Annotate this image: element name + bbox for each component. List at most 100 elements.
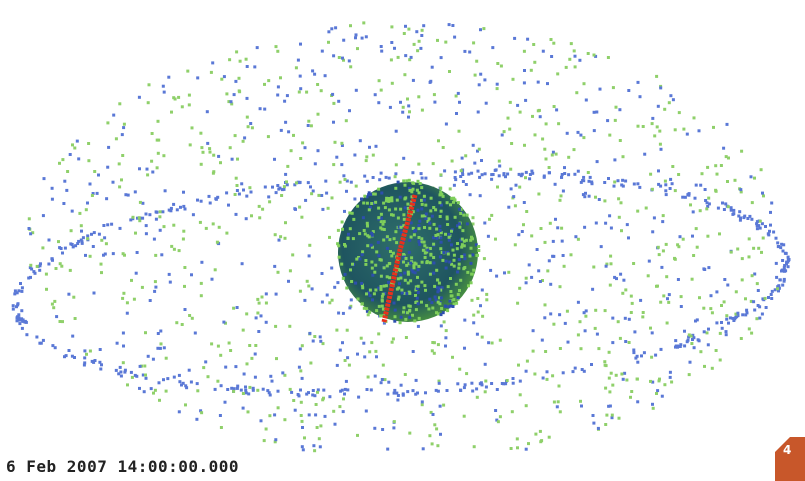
debris-dot <box>361 253 364 256</box>
debris-dot <box>525 281 528 284</box>
debris-dot <box>699 209 702 212</box>
debris-dot <box>326 294 329 297</box>
debris-dot <box>715 321 718 324</box>
debris-dot <box>374 289 377 292</box>
debris-dot <box>377 241 380 244</box>
debris-dot <box>397 56 400 59</box>
debris-dot <box>674 189 677 192</box>
debris-dot <box>433 423 436 426</box>
debris-dot <box>752 300 755 303</box>
debris-dot <box>753 273 756 276</box>
debris-dot <box>624 288 627 291</box>
debris-dot <box>375 355 378 358</box>
debris-dot <box>330 27 333 30</box>
debris-dot <box>105 242 108 245</box>
debris-dot <box>387 281 390 284</box>
debris-dot <box>284 237 287 240</box>
debris-dot <box>51 303 54 306</box>
debris-dot <box>228 342 231 345</box>
debris-dot <box>275 45 278 48</box>
debris-dot <box>392 337 395 340</box>
debris-dot <box>723 208 726 211</box>
debris-dot <box>85 353 88 356</box>
debris-dot <box>285 180 288 183</box>
debris-dot <box>623 372 626 375</box>
debris-dot <box>418 243 421 246</box>
debris-dot <box>636 182 639 185</box>
debris-dot <box>415 308 418 311</box>
debris-dot <box>106 121 109 124</box>
debris-dot <box>417 95 420 98</box>
debris-dot <box>461 157 464 160</box>
debris-dot <box>440 210 443 213</box>
debris-dot <box>370 388 373 391</box>
debris-dot <box>402 106 405 109</box>
debris-dot <box>679 235 682 238</box>
debris-dot <box>523 81 526 84</box>
debris-dot <box>298 394 301 397</box>
debris-dot <box>383 285 386 288</box>
debris-dot <box>220 426 223 429</box>
debris-dot <box>444 336 447 339</box>
debris-dot <box>312 190 315 193</box>
debris-dot <box>372 176 375 179</box>
debris-dot <box>479 194 482 197</box>
debris-dot <box>346 388 349 391</box>
debris-dot <box>622 279 625 282</box>
debris-dot <box>224 401 227 404</box>
debris-dot <box>719 359 722 362</box>
debris-dot <box>212 154 215 157</box>
debris-dot <box>525 210 528 213</box>
debris-dot <box>781 259 784 262</box>
debris-dot <box>617 179 620 182</box>
debris-dot <box>618 417 621 420</box>
debris-dot <box>621 292 624 295</box>
debris-dot <box>444 233 447 236</box>
debris-dot <box>202 366 205 369</box>
debris-dot <box>573 173 576 176</box>
debris-dot <box>399 277 402 280</box>
debris-dot <box>454 178 457 181</box>
debris-dot <box>656 125 659 128</box>
debris-dot <box>488 218 491 221</box>
debris-dot <box>321 50 324 53</box>
debris-dot <box>705 207 708 210</box>
debris-dot <box>548 259 551 262</box>
debris-dot <box>55 267 58 270</box>
debris-dot <box>19 282 22 285</box>
debris-dot <box>441 259 444 262</box>
debris-dot <box>223 75 226 78</box>
debris-dot <box>368 350 371 353</box>
debris-dot <box>732 209 735 212</box>
debris-dot <box>543 175 546 178</box>
debris-dot <box>268 200 271 203</box>
debris-dot <box>365 292 368 295</box>
debris-dot <box>615 374 618 377</box>
debris-dot <box>783 280 786 283</box>
debris-dot <box>475 60 478 63</box>
debris-dot <box>345 190 348 193</box>
debris-dot <box>300 401 303 404</box>
debris-dot <box>404 206 407 209</box>
debris-dot <box>365 159 368 162</box>
debris-dot <box>669 371 672 374</box>
debris-dot <box>477 249 480 252</box>
debris-dot <box>473 445 476 448</box>
debris-dot <box>76 140 79 143</box>
debris-dot <box>563 265 566 268</box>
debris-dot <box>672 98 675 101</box>
debris-dot <box>439 433 442 436</box>
debris-dot <box>741 278 744 281</box>
debris-dot <box>263 439 266 442</box>
debris-dot <box>390 41 393 44</box>
debris-dot <box>424 252 427 255</box>
debris-dot <box>620 229 623 232</box>
debris-dot <box>435 228 438 231</box>
debris-dot <box>194 332 197 335</box>
debris-dot <box>760 251 763 254</box>
debris-dot <box>551 374 554 377</box>
debris-dot <box>200 163 203 166</box>
debris-dot <box>545 122 548 125</box>
debris-dot <box>200 146 203 149</box>
debris-dot <box>455 112 458 115</box>
